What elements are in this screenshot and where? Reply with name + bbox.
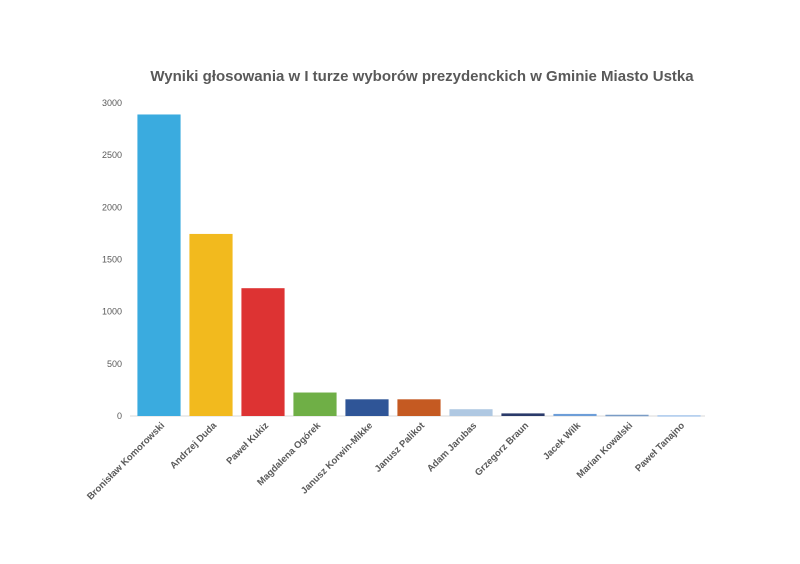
bar-11: [657, 415, 701, 417]
y-axis: 0 500 1000 1500 2000 2500 3000: [102, 98, 122, 421]
bars-group: [137, 114, 701, 417]
y-tick-label: 3000: [102, 98, 122, 108]
bar-2: [189, 233, 233, 416]
bar-7: [449, 409, 493, 416]
x-tick-label: Jacek Wilk: [541, 420, 584, 463]
bar-5: [345, 399, 389, 416]
x-tick-label: Marian Kowalski: [575, 420, 635, 480]
x-tick-label: Grzegorz Braun: [473, 420, 531, 478]
y-tick-label: 2500: [102, 150, 122, 160]
bar-8: [501, 413, 545, 416]
x-tick-label: Paweł Kukiz: [225, 420, 272, 467]
y-tick-label: 2000: [102, 202, 122, 212]
y-tick-label: 500: [107, 359, 122, 369]
bar-9: [553, 413, 597, 416]
bar-10: [605, 414, 649, 417]
chart-title: Wyniki głosowania w I turze wyborów prez…: [150, 68, 694, 85]
y-tick-label: 1000: [102, 307, 122, 317]
x-tick-label: Adam Jarubas: [425, 420, 479, 474]
y-tick-label: 0: [117, 411, 122, 421]
y-tick-label: 1500: [102, 255, 122, 265]
x-tick-label: Paweł Tanajno: [633, 420, 687, 474]
bar-1: [137, 114, 181, 416]
x-tick-label: Bronisław Komorowski: [85, 420, 167, 502]
x-tick-label: Janusz Palikot: [373, 420, 428, 475]
x-axis-labels: Bronisław Komorowski Andrzej Duda Paweł Ku…: [85, 420, 687, 503]
bar-6: [397, 399, 441, 416]
bar-3: [241, 288, 285, 416]
x-tick-label: Andrzej Duda: [168, 420, 220, 472]
bar-4: [293, 392, 337, 416]
